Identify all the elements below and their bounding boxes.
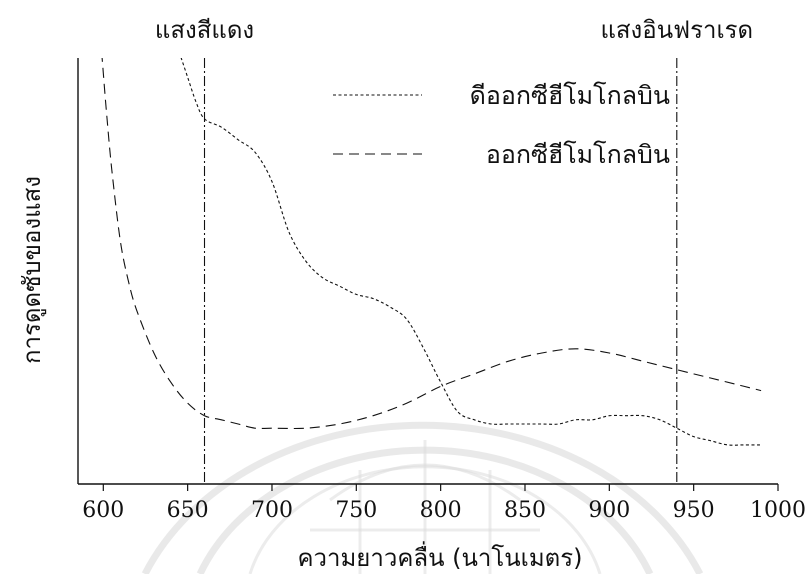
x-tick-label: 950	[673, 498, 715, 523]
legend-label-deoxyhemoglobin: ดีออกซีฮีโมโกลบิน	[470, 81, 670, 110]
legend: ดีออกซีฮีโมโกลบิน ออกซีฮีโมโกลบิน	[333, 81, 670, 169]
x-axis-title: ความยาวคลื่น (นาโนเมตร)	[297, 541, 582, 572]
infrared-label: แสงอินฟราเรด	[600, 16, 753, 44]
x-tick-label: 650	[167, 498, 209, 523]
watermark-seal	[141, 421, 704, 574]
y-axis-title: การดูดซับของแสง	[18, 176, 47, 364]
x-tick-label: 1000	[750, 498, 806, 523]
x-tick-label: 900	[588, 498, 630, 523]
x-tick-label: 600	[82, 498, 124, 523]
legend-label-oxyhemoglobin: ออกซีฮีโมโกลบิน	[486, 140, 670, 169]
x-tick-label: 750	[335, 498, 377, 523]
series-line-deoxyhemoglobin	[180, 58, 762, 446]
x-tick-label: 800	[420, 498, 462, 523]
x-tick-label: 700	[251, 498, 293, 523]
series-line-oxyhemoglobin	[101, 58, 762, 430]
x-tick-label: 850	[504, 498, 546, 523]
red-light-label: แสงสีแดง	[155, 16, 254, 44]
